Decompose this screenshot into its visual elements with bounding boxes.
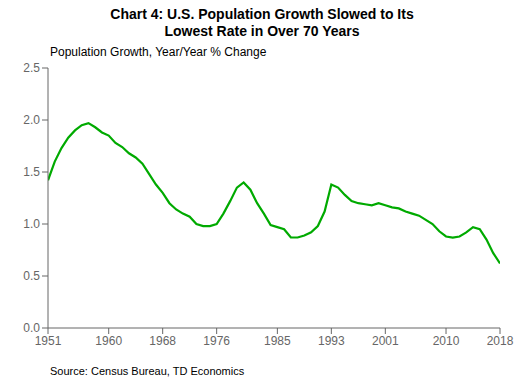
svg-text:2018: 2018 — [487, 334, 514, 348]
html-text:Population Growth, Year/Year %: Population Growth, Year/Year % Change — [50, 45, 267, 59]
svg-text:2001: 2001 — [372, 334, 399, 348]
svg-text:1968: 1968 — [149, 334, 176, 348]
svg-text:2.0: 2.0 — [23, 113, 40, 127]
svg-text:1.5: 1.5 — [23, 165, 40, 179]
svg-text:2.5: 2.5 — [23, 61, 40, 75]
svg-text:1976: 1976 — [203, 334, 230, 348]
html-text:Source: Census Bureau, TD Econ: Source: Census Bureau, TD Economics — [50, 365, 245, 377]
html-text:Chart 4: U.S. Population Growt: Chart 4: U.S. Population Growth Slowed t… — [110, 6, 414, 22]
html-text:Lowest Rate in Over 70 Years: Lowest Rate in Over 70 Years — [164, 23, 360, 39]
svg-text:1.0: 1.0 — [23, 217, 40, 231]
svg-text:0.5: 0.5 — [23, 269, 40, 283]
svg-text:1951: 1951 — [35, 334, 62, 348]
svg-text:0.0: 0.0 — [23, 321, 40, 335]
svg-text:2010: 2010 — [433, 334, 460, 348]
svg-text:1960: 1960 — [95, 334, 122, 348]
svg-text:1985: 1985 — [264, 334, 291, 348]
svg-text:1993: 1993 — [318, 334, 345, 348]
